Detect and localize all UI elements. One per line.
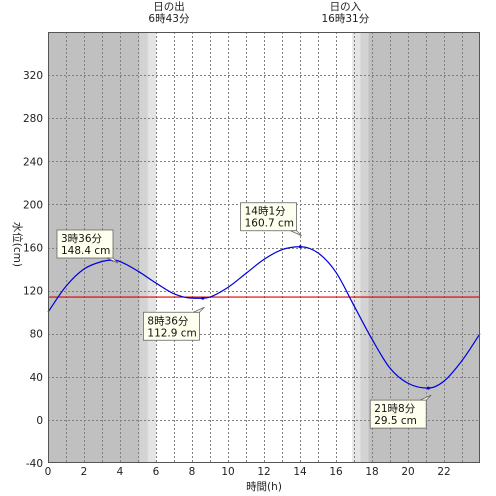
- y-tick-label: 120: [23, 286, 43, 298]
- callout-time: 8時36分: [147, 315, 189, 327]
- callout-box: [369, 399, 427, 429]
- axis-ticks: 0 2 4 6 8 10 12 14 16 18 20 22-40040801201602002402…: [23, 70, 451, 478]
- x-tick-label: 8: [189, 466, 196, 478]
- x-tick-label: 22: [437, 466, 450, 478]
- callout-level: 29.5 cm: [374, 415, 417, 427]
- day-band: [156, 32, 353, 463]
- sunset-label: 日の入: [330, 1, 362, 13]
- y-tick-label: 160: [23, 243, 43, 255]
- y-tick-label: 240: [23, 156, 43, 168]
- callout-pointer: [420, 394, 432, 401]
- daylight-bands: [48, 32, 480, 463]
- twilight-band-morning-outer: [139, 32, 148, 463]
- y-tick-label: 40: [30, 372, 43, 384]
- x-tick-label: 4: [117, 466, 124, 478]
- y-tick-label: 320: [23, 70, 43, 82]
- callout-level: 160.7 cm: [245, 218, 294, 230]
- y-axis-label: 水位(cm): [11, 222, 24, 267]
- sunrise-label: 日の出: [153, 0, 185, 13]
- x-tick-label: 2: [81, 466, 88, 478]
- y-tick-label: 80: [30, 329, 43, 341]
- callout-box: [142, 311, 200, 341]
- callout-time: 21時8分: [374, 403, 416, 415]
- callout-pointer: [193, 306, 205, 313]
- sunset-time: 16時31分: [321, 13, 369, 25]
- y-tick-label: -40: [26, 458, 43, 470]
- sunrise-time: 6時43分: [148, 13, 190, 25]
- callout-level: 148.4 cm: [61, 245, 110, 257]
- callout-box: [240, 202, 298, 232]
- y-tick-label: 280: [23, 113, 43, 125]
- x-tick-label: 12: [257, 466, 270, 478]
- callout-level: 112.9 cm: [147, 327, 196, 339]
- x-tick-label: 10: [221, 466, 234, 478]
- y-tick-label: 0: [36, 415, 43, 427]
- x-tick-label: 0: [45, 466, 52, 478]
- callout-time: 3時36分: [61, 233, 103, 245]
- x-tick-label: 6: [153, 466, 160, 478]
- extremum-point: [201, 296, 205, 300]
- callout-pointer: [106, 257, 119, 264]
- y-tick-label: 200: [23, 199, 43, 211]
- twilight-band-evening-inner: [352, 32, 361, 463]
- night-band-evening: [368, 32, 480, 463]
- extremum-point: [426, 386, 430, 390]
- x-tick-label: 16: [329, 466, 343, 478]
- twilight-band-evening-outer: [360, 32, 369, 463]
- x-axis-label: 時間(h): [246, 481, 282, 493]
- x-tick-label: 14: [293, 466, 307, 478]
- x-tick-label: 20: [401, 466, 414, 478]
- callout-pointer: [290, 230, 302, 237]
- x-tick-label: 18: [365, 466, 378, 478]
- callout-box: [56, 229, 114, 259]
- twilight-band-morning-inner: [147, 32, 156, 463]
- plot-frame: [48, 32, 480, 463]
- extremum-point: [298, 245, 302, 249]
- callout-time: 14時1分: [245, 206, 287, 218]
